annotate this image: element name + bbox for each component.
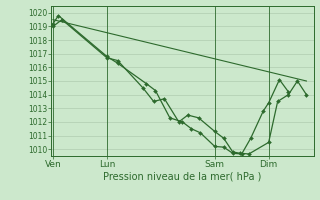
X-axis label: Pression niveau de la mer( hPa ): Pression niveau de la mer( hPa ) — [103, 172, 261, 182]
